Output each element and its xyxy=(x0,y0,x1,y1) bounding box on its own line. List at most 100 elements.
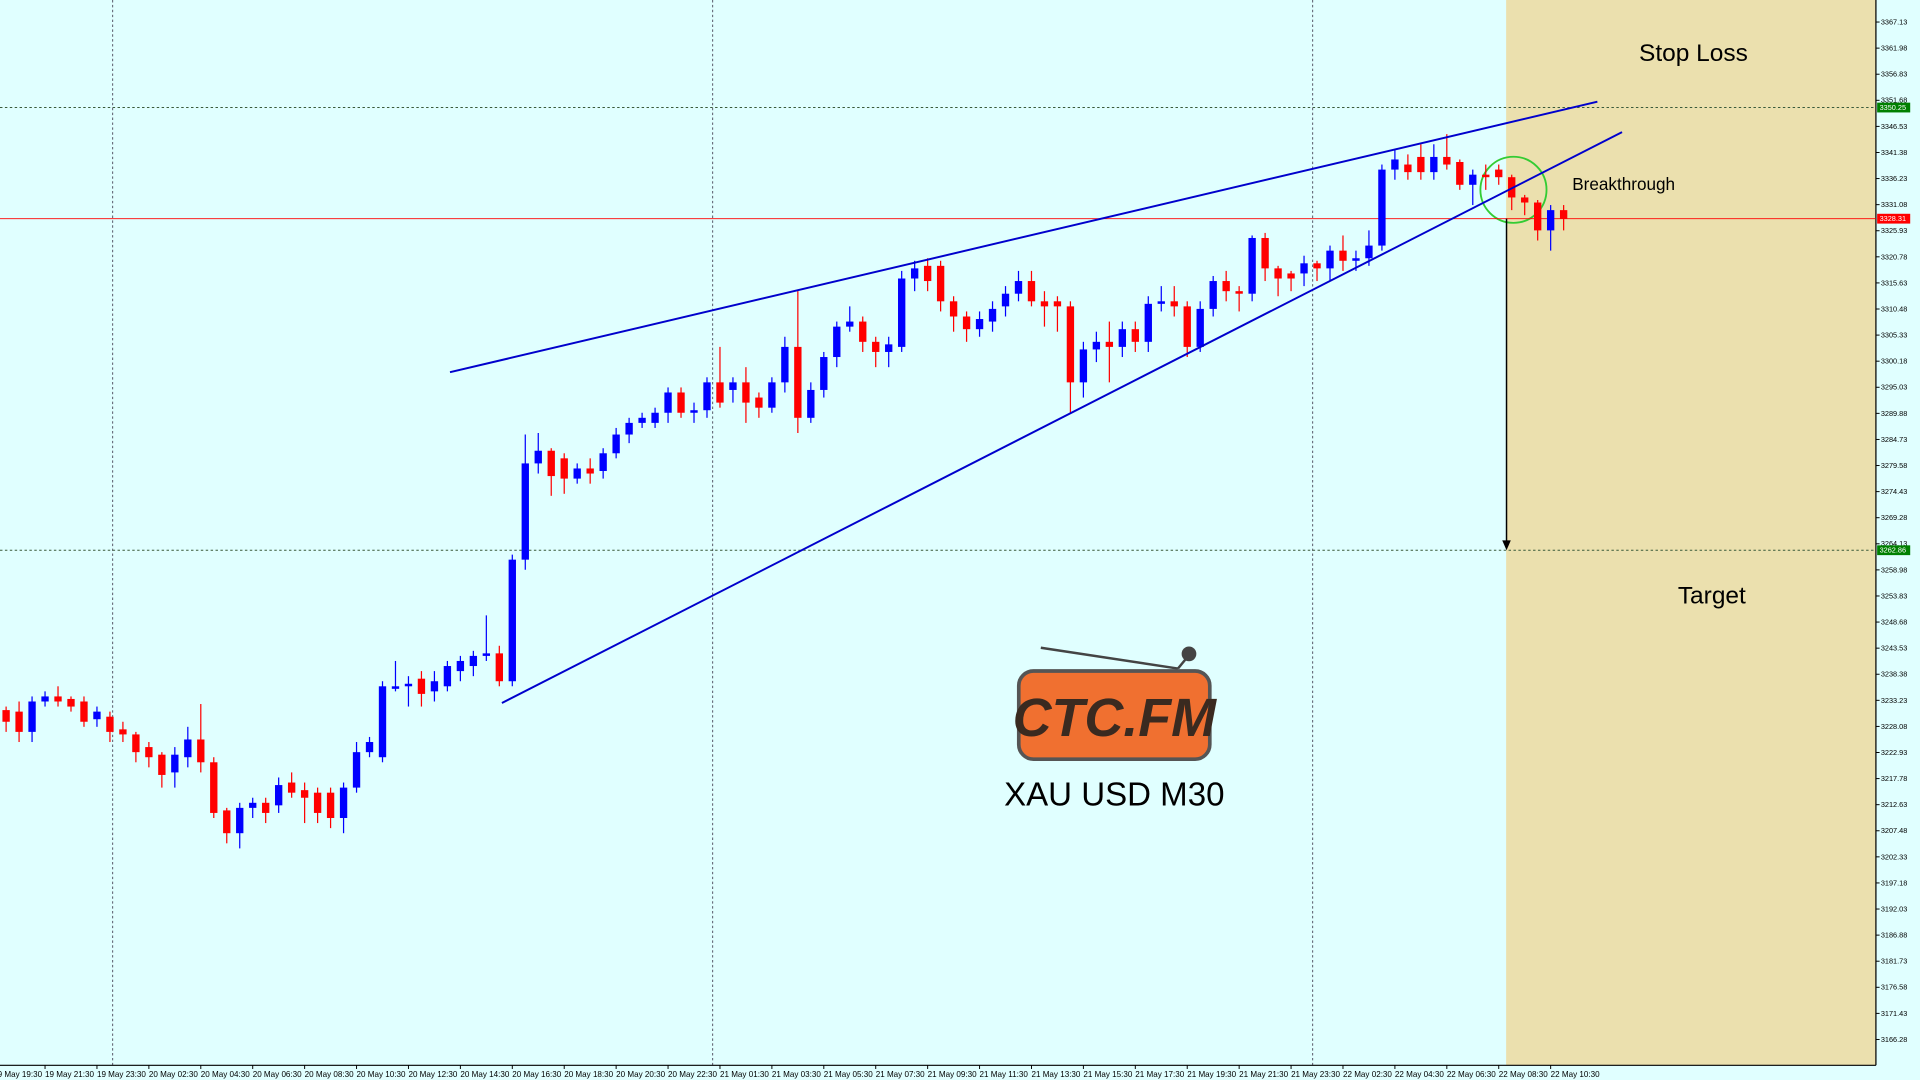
y-tick-label: 3202.33 xyxy=(1881,852,1908,861)
y-tick-label: 3171.43 xyxy=(1881,1009,1908,1018)
x-tick-label: 21 May 03:30 xyxy=(772,1070,821,1079)
candle-body xyxy=(1300,263,1308,274)
candle-body xyxy=(1287,273,1295,279)
candle-body xyxy=(1144,303,1152,342)
candle-body xyxy=(1157,301,1165,304)
candle-body xyxy=(1482,174,1490,178)
y-tick-label: 3181.73 xyxy=(1881,957,1908,966)
candle-body xyxy=(1001,293,1010,307)
logo-antenna xyxy=(1040,646,1179,670)
y-tick-label: 3269.28 xyxy=(1881,513,1908,522)
candle-body xyxy=(1261,237,1269,269)
arrow-head xyxy=(1502,540,1511,551)
candle-body xyxy=(949,301,958,317)
candle-body xyxy=(962,316,971,330)
candle-body xyxy=(1443,156,1451,165)
candle-body xyxy=(1248,237,1256,294)
candle-body xyxy=(1105,341,1114,347)
y-tick-label: 3367.13 xyxy=(1881,17,1908,26)
candle-body xyxy=(1430,156,1438,173)
candle-body xyxy=(1092,341,1101,350)
candle-body xyxy=(872,341,880,352)
x-tick-label: 20 May 20:30 xyxy=(616,1070,665,1079)
x-tick-label: 21 May 09:30 xyxy=(928,1070,977,1079)
level-label-box xyxy=(1877,213,1911,224)
candle-body xyxy=(1521,197,1529,203)
y-tick-label: 3295.03 xyxy=(1881,383,1908,392)
x-tick-label: 20 May 02:30 xyxy=(149,1070,198,1079)
candle-body xyxy=(1456,161,1464,185)
y-tick-label: 3284.73 xyxy=(1881,435,1908,444)
x-tick-label: 21 May 07:30 xyxy=(876,1070,925,1079)
y-tick-label: 3331.08 xyxy=(1881,200,1908,209)
x-tick-label: 21 May 17:30 xyxy=(1135,1070,1184,1079)
candle-body xyxy=(1339,250,1347,261)
candle-body xyxy=(365,742,374,753)
candle-body xyxy=(443,666,452,687)
y-tick-label: 3253.83 xyxy=(1881,591,1908,600)
x-tick-label: 20 May 06:30 xyxy=(253,1070,302,1079)
y-tick-label: 3197.18 xyxy=(1881,878,1908,887)
candle-body xyxy=(910,268,919,279)
candle-body xyxy=(923,265,932,282)
candle-body xyxy=(456,660,465,672)
candle-body xyxy=(28,701,36,732)
candle-body xyxy=(1365,245,1373,259)
candle-body xyxy=(326,792,335,819)
candle-body xyxy=(1053,301,1062,307)
x-tick-label: 21 May 23:30 xyxy=(1291,1070,1340,1079)
candle-body xyxy=(119,729,127,735)
x-tick-label: 19 May 19:30 xyxy=(0,1070,43,1079)
candle-body xyxy=(599,453,607,472)
candle-body xyxy=(547,450,555,477)
x-tick-label: 22 May 10:30 xyxy=(1551,1070,1600,1079)
candle-body xyxy=(1066,306,1075,383)
y-tick-label: 3222.93 xyxy=(1881,748,1908,757)
candle-body xyxy=(67,698,75,707)
y-tick-label: 3264.13 xyxy=(1881,539,1908,548)
candle-body xyxy=(300,790,309,798)
candle-body xyxy=(262,802,270,813)
candle-body xyxy=(1235,291,1243,294)
x-tick-label: 21 May 13:30 xyxy=(1031,1070,1080,1079)
candle-body xyxy=(1417,156,1425,173)
y-tick-label: 3243.53 xyxy=(1881,644,1908,653)
candle-body xyxy=(1040,301,1049,307)
candle-body xyxy=(534,450,542,464)
candle-body xyxy=(612,434,620,454)
y-tick-label: 3356.83 xyxy=(1881,70,1908,79)
x-tick-label: 20 May 12:30 xyxy=(408,1070,457,1079)
candle-body xyxy=(495,653,503,682)
y-tick-label: 3361.98 xyxy=(1881,44,1908,53)
logo-box xyxy=(1016,669,1212,762)
candle-body xyxy=(690,410,698,413)
candle-body xyxy=(158,754,166,775)
stop-loss-label: Stop Loss xyxy=(1639,40,1748,67)
candle-body xyxy=(1014,281,1023,294)
candle-body xyxy=(1196,308,1204,347)
candle-body xyxy=(313,792,322,813)
candle-body xyxy=(378,686,387,758)
candle-body xyxy=(1469,174,1477,185)
candle-body xyxy=(274,785,283,806)
y-tick-label: 3274.43 xyxy=(1881,487,1908,496)
candle-body xyxy=(197,739,205,763)
candle-body xyxy=(1546,210,1555,231)
y-tick-label: 3176.58 xyxy=(1881,983,1908,992)
candle-body xyxy=(820,357,828,390)
candle-body xyxy=(2,710,10,722)
candle-body xyxy=(508,559,516,682)
candle-body xyxy=(1222,281,1230,292)
candle-body xyxy=(1118,329,1127,347)
candle-body xyxy=(80,701,88,722)
candle-body xyxy=(625,422,633,435)
candle-body xyxy=(15,711,23,732)
x-tick-label: 22 May 08:30 xyxy=(1499,1070,1548,1079)
x-tick-label: 21 May 19:30 xyxy=(1187,1070,1236,1079)
candle-body xyxy=(1352,258,1360,261)
candle-body xyxy=(781,346,789,383)
candle-body xyxy=(936,265,945,302)
candle-body xyxy=(846,321,854,327)
candle-body xyxy=(1170,301,1178,307)
